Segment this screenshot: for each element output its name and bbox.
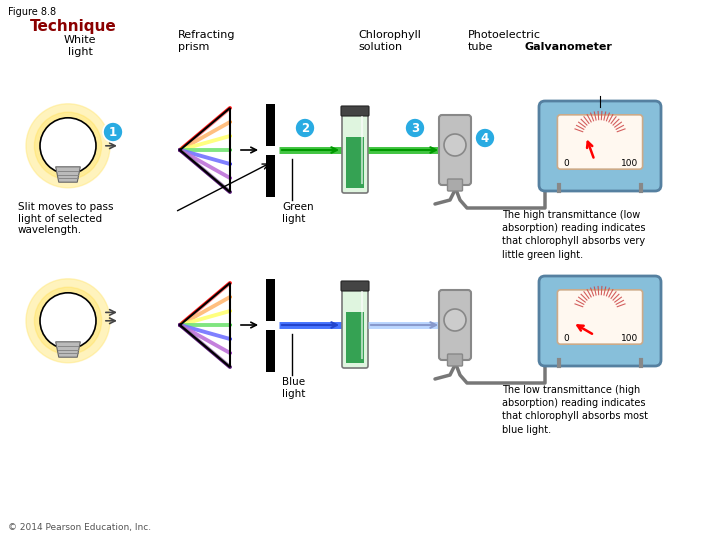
- FancyBboxPatch shape: [342, 107, 368, 193]
- Text: The high transmittance (low
absorption) reading indicates
that chlorophyll absor: The high transmittance (low absorption) …: [502, 210, 646, 260]
- Bar: [266, 104, 274, 145]
- Bar: [266, 279, 274, 321]
- Circle shape: [295, 118, 315, 138]
- Polygon shape: [180, 283, 230, 367]
- Text: 2: 2: [301, 122, 309, 134]
- FancyBboxPatch shape: [557, 290, 643, 344]
- Text: 100: 100: [621, 159, 638, 168]
- FancyBboxPatch shape: [539, 276, 661, 366]
- Circle shape: [103, 122, 123, 142]
- FancyBboxPatch shape: [557, 115, 643, 169]
- FancyBboxPatch shape: [539, 101, 661, 191]
- Bar: [346, 137, 364, 188]
- Circle shape: [475, 128, 495, 148]
- Polygon shape: [180, 108, 230, 192]
- Text: Green
light: Green light: [282, 202, 314, 224]
- Circle shape: [444, 134, 466, 156]
- Text: The low transmittance (high
absorption) reading indicates
that chlorophyll absor: The low transmittance (high absorption) …: [502, 385, 648, 435]
- Text: 4: 4: [481, 132, 489, 145]
- Text: 3: 3: [411, 122, 419, 134]
- FancyBboxPatch shape: [448, 354, 462, 366]
- Text: Blue
light: Blue light: [282, 377, 305, 399]
- FancyBboxPatch shape: [341, 281, 369, 291]
- Polygon shape: [55, 167, 81, 182]
- Text: 0: 0: [564, 159, 570, 168]
- Text: Photoelectric
tube: Photoelectric tube: [468, 30, 541, 52]
- Text: 1: 1: [109, 125, 117, 138]
- FancyBboxPatch shape: [341, 106, 369, 116]
- Text: Figure 8.8: Figure 8.8: [8, 7, 56, 17]
- Text: Chlorophyll
solution: Chlorophyll solution: [358, 30, 421, 52]
- Circle shape: [40, 293, 96, 349]
- Circle shape: [405, 118, 425, 138]
- Text: Refracting
prism: Refracting prism: [178, 30, 235, 52]
- Circle shape: [35, 287, 102, 354]
- Polygon shape: [55, 342, 81, 357]
- Text: 0: 0: [564, 334, 570, 343]
- Circle shape: [26, 104, 110, 188]
- Circle shape: [40, 118, 96, 174]
- FancyBboxPatch shape: [439, 115, 471, 185]
- Text: Technique: Technique: [30, 19, 117, 34]
- Bar: [266, 154, 274, 197]
- FancyBboxPatch shape: [439, 290, 471, 360]
- Text: © 2014 Pearson Education, Inc.: © 2014 Pearson Education, Inc.: [8, 523, 151, 532]
- Bar: [346, 312, 364, 363]
- Bar: [266, 329, 274, 372]
- FancyBboxPatch shape: [342, 282, 368, 368]
- Circle shape: [444, 309, 466, 331]
- Text: Galvanometer: Galvanometer: [524, 42, 612, 52]
- Text: White
light: White light: [64, 35, 96, 57]
- FancyBboxPatch shape: [448, 179, 462, 191]
- Text: 100: 100: [621, 334, 638, 343]
- Circle shape: [35, 112, 102, 179]
- Text: Slit moves to pass
light of selected
wavelength.: Slit moves to pass light of selected wav…: [18, 202, 114, 235]
- Circle shape: [26, 279, 110, 363]
